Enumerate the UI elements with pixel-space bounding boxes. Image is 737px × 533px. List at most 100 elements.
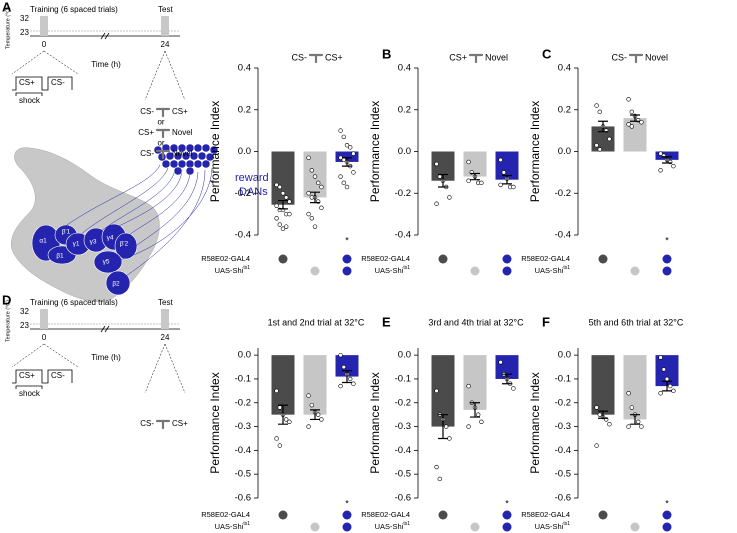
data-point xyxy=(498,360,503,365)
bar xyxy=(335,151,359,162)
error-bar xyxy=(502,174,512,185)
panel-letter: F xyxy=(542,314,550,329)
data-point xyxy=(607,421,612,427)
panel-letter: C xyxy=(542,46,552,61)
data-point xyxy=(341,134,346,140)
data-point xyxy=(309,168,314,173)
data-point xyxy=(626,391,631,396)
data-point xyxy=(597,109,602,115)
genotype-superscript: ts1 xyxy=(243,265,250,271)
bar xyxy=(655,355,679,387)
data-point xyxy=(344,184,350,190)
shock-trace xyxy=(15,385,43,389)
data-point xyxy=(498,182,503,188)
genotype-dot xyxy=(278,510,288,520)
y-tick-label: -0.1 xyxy=(235,373,251,384)
data-point xyxy=(319,417,324,422)
axis-break xyxy=(100,325,110,333)
y-tick-label: -0.4 xyxy=(555,230,571,241)
panel-letter: B xyxy=(382,46,391,61)
protocol-label: CS+ xyxy=(19,78,35,87)
data-point xyxy=(444,424,449,429)
data-point xyxy=(274,182,279,188)
data-point xyxy=(306,191,311,196)
data-point xyxy=(287,199,292,204)
temperature-label: Temperature (°C) xyxy=(5,300,11,342)
data-point xyxy=(280,191,286,196)
bar xyxy=(463,355,487,410)
y-tick-label: -0.6 xyxy=(555,493,571,504)
data-point xyxy=(466,424,471,429)
genotype-name: R58E02-GAL4 xyxy=(201,254,250,263)
bar xyxy=(303,355,327,415)
data-point xyxy=(629,405,634,410)
genotype-name: UAS-Shi xyxy=(535,522,564,531)
y-tick-label: -0.3 xyxy=(235,421,251,432)
test-odor: CS+ xyxy=(172,419,188,428)
genotype-label: R58E02-GAL4 xyxy=(201,254,250,263)
lobes xyxy=(31,223,138,296)
chart-title: CS- xyxy=(292,52,308,62)
y-tick-label: -0.5 xyxy=(395,469,411,480)
y-tick-label: -0.1 xyxy=(555,373,571,384)
data-point xyxy=(306,424,311,429)
data-point xyxy=(437,174,442,179)
dan-label: DANs xyxy=(239,186,268,198)
y-tick-label: 0.0 xyxy=(238,350,251,361)
y-tick-label: -0.6 xyxy=(235,493,251,504)
bar xyxy=(271,151,295,205)
data-point xyxy=(594,405,599,410)
genotype-dot xyxy=(662,522,672,532)
data-point xyxy=(277,405,282,410)
y-tick-label: -0.4 xyxy=(395,230,411,241)
data-point xyxy=(626,424,631,429)
data-point xyxy=(629,124,634,129)
data-point xyxy=(277,443,282,448)
data-point xyxy=(341,364,346,370)
data-point xyxy=(667,383,673,389)
data-point xyxy=(287,211,292,217)
genotype-dot xyxy=(662,254,672,264)
brain-diagram xyxy=(10,143,219,302)
y-axis-label: Performance Index xyxy=(368,372,382,473)
protocol-label: CS- xyxy=(51,78,65,87)
data-point xyxy=(635,419,641,425)
y-tick-label: -0.4 xyxy=(395,445,411,456)
y-tick-label: 0.0 xyxy=(558,350,571,361)
genotype-dot xyxy=(438,510,448,520)
significance: * xyxy=(345,498,349,508)
test-label: Test xyxy=(158,5,173,14)
data-point xyxy=(511,184,516,190)
lobe-label: γ4 xyxy=(107,235,114,242)
axis-break xyxy=(100,32,110,40)
y-tick-label: 0.0 xyxy=(558,146,571,157)
time-label: Time (h) xyxy=(91,60,121,69)
data-point xyxy=(338,352,343,358)
test-odor: CS+ xyxy=(172,107,188,116)
data-point xyxy=(626,122,631,127)
data-point xyxy=(338,174,343,179)
data-point xyxy=(284,417,289,422)
data-point xyxy=(629,109,634,115)
data-point xyxy=(639,120,644,125)
lobe-label: α1 xyxy=(39,238,47,245)
data-point xyxy=(319,184,324,190)
data-point xyxy=(306,155,311,160)
genotype-label: R58E02-GAL4 xyxy=(201,510,250,519)
y-tick-label: -0.3 xyxy=(555,421,571,432)
test-odor: CS- xyxy=(140,149,154,158)
error-bar xyxy=(630,414,640,425)
maze-icon xyxy=(308,53,324,64)
data-point xyxy=(287,419,292,425)
test-odor: Novel xyxy=(172,149,193,158)
zoom-lines xyxy=(11,50,79,75)
data-point xyxy=(658,355,663,360)
chart-title: 1st and 2nd trial at 32°C xyxy=(268,317,365,327)
maze-icon xyxy=(155,128,171,139)
test-label: Test xyxy=(158,298,173,307)
protocol-trace xyxy=(12,76,73,91)
y-tick-label: -0.3 xyxy=(395,421,411,432)
y-tick-label: -0.6 xyxy=(395,493,411,504)
error-bar xyxy=(278,404,288,425)
error-bar xyxy=(342,370,352,384)
